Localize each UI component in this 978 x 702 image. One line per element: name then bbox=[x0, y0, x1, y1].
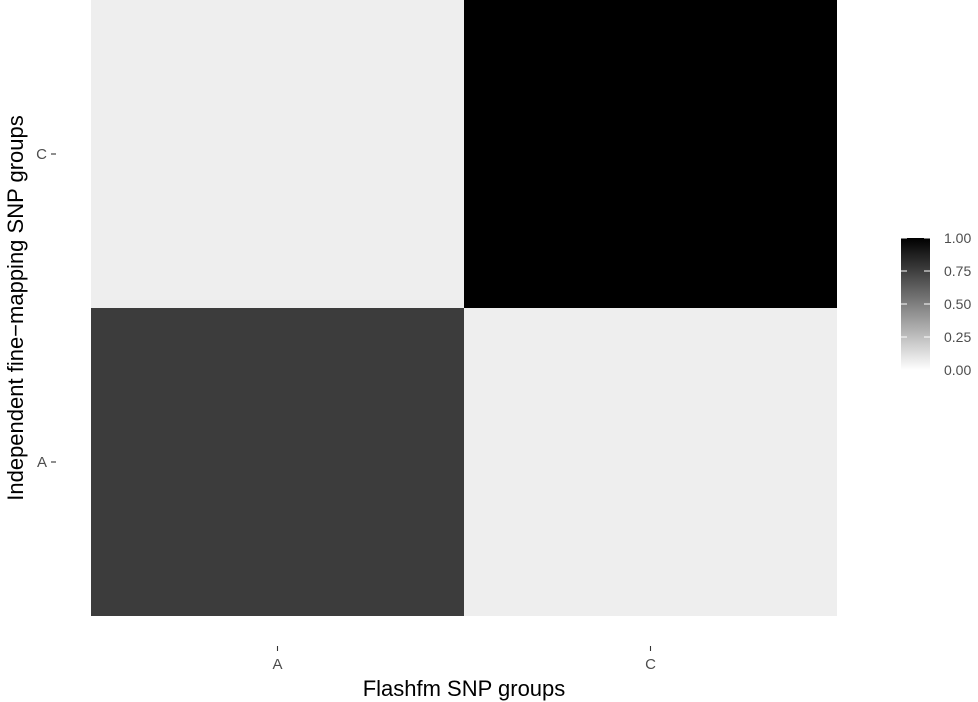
x-tick-label: A bbox=[272, 656, 282, 673]
y-axis-title: Independent fine−mapping SNP groups bbox=[3, 115, 28, 501]
heatmap-cell-c-a bbox=[464, 308, 837, 616]
heatmap-cell-a-a bbox=[91, 308, 464, 616]
legend-tick-label: 0.75 bbox=[944, 263, 971, 279]
y-tick-label: C bbox=[36, 146, 47, 163]
color-legend: 0.00 0.25 0.50 0.75 1.00 bbox=[901, 230, 971, 378]
legend-tick-label: 1.00 bbox=[944, 230, 971, 246]
legend-tick-label: 0.00 bbox=[944, 362, 971, 378]
x-axis-title: Flashfm SNP groups bbox=[363, 676, 566, 701]
x-tick-label: C bbox=[645, 656, 656, 673]
legend-tick-label: 0.50 bbox=[944, 296, 971, 312]
heatmap-cell-a-c bbox=[91, 0, 464, 308]
legend-tick-label: 0.25 bbox=[944, 329, 971, 345]
y-axis-ticks: AC bbox=[36, 146, 56, 471]
y-tick-label: A bbox=[37, 454, 47, 471]
heatmap-cell-c-c bbox=[464, 0, 837, 308]
heatmap-cells bbox=[91, 0, 837, 616]
